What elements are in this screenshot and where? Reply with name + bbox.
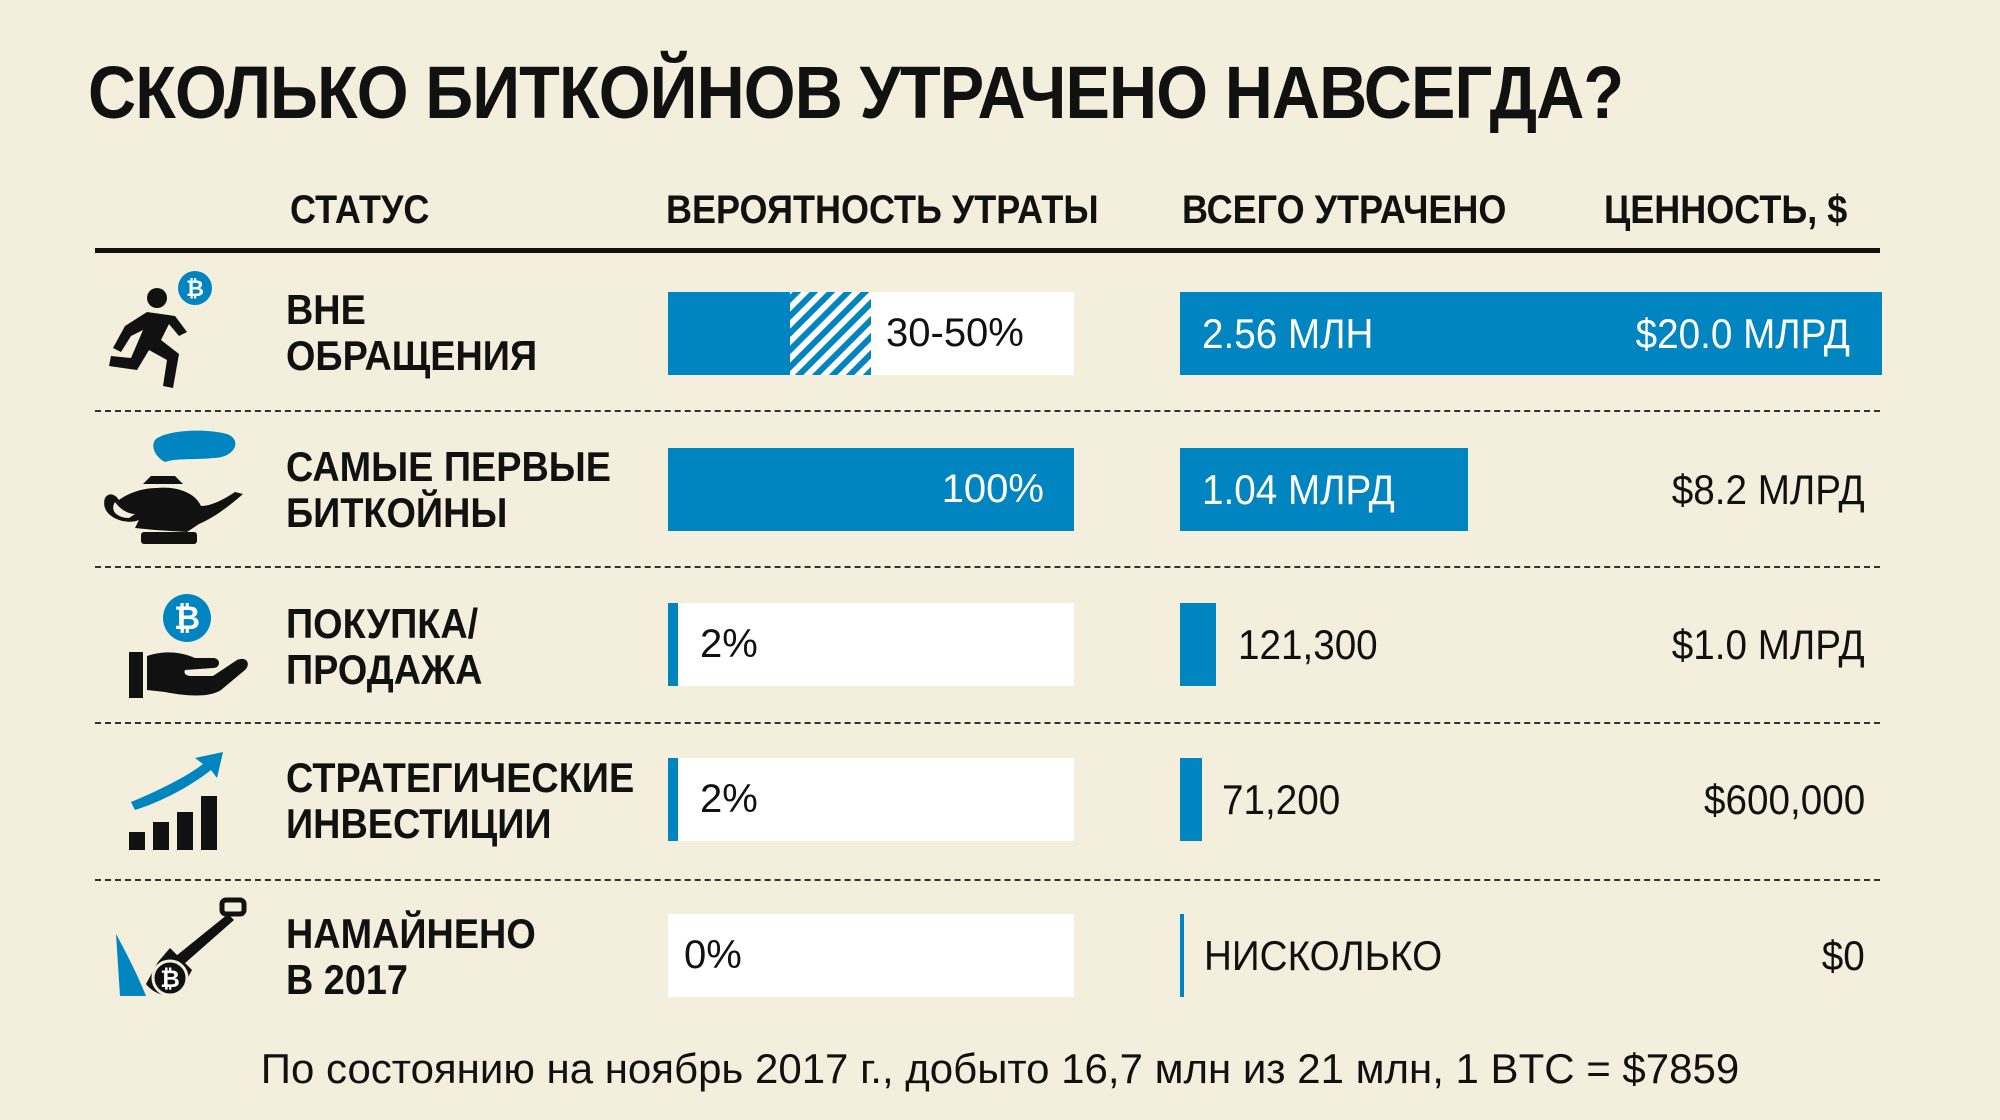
row-separator [95,566,1880,568]
total-lost-label: 71,200 [1222,776,1341,823]
page-title: СКОЛЬКО БИТКОЙНОВ УТРАЧЕНО НАВСЕГДА? [88,51,1624,134]
header-rule [95,248,1880,253]
total-lost-bar [1180,448,1468,531]
status-label: НАМАЙНЕНО В 2017 [286,910,536,1003]
total-lost-label: 121,300 [1238,621,1378,668]
total-lost-label: НИСКОЛЬКО [1204,932,1443,979]
column-header-total-lost: ВСЕГО УТРАЧЕНО [1182,188,1507,232]
total-lost-label: 1.04 МЛРД [1202,466,1395,513]
value-label: $20.0 МЛРД [1635,310,1850,357]
row-separator [95,722,1880,724]
svg-text:₿: ₿ [174,600,200,636]
status-label: САМЫЕ ПЕРВЫЕ БИТКОЙНЫ [286,443,611,536]
status-label: ПОКУПКА/ПРОДАЖА [286,600,483,693]
value-label: $8.2 МЛРД [1672,466,1865,513]
row-separator [95,879,1880,881]
column-header-value: ЦЕННОСТЬ, $ [1604,188,1848,232]
probability-bar [668,603,678,686]
probability-label: 100% [941,467,1044,511]
status-label: ВНЕ ОБРАЩЕНИЯ [286,286,538,379]
total-lost-bar [1180,603,1216,686]
hand-bitcoin-icon: ₿ [129,594,248,698]
probability-track: 30-50% [668,292,1074,375]
probability-track: 2% [668,603,1074,686]
probability-track: 2% [668,758,1074,841]
probability-label: 0% [684,933,742,977]
total-lost-bar [1180,292,1882,375]
footer-note: По состоянию на ноябрь 2017 г., добыто 1… [260,1045,1740,1092]
running-man-bitcoin-icon: ₿ [109,271,212,388]
probability-bar [668,448,1074,531]
probability-range-bar [789,292,871,375]
growth-chart-icon [129,752,223,850]
probability-label: 30-50% [886,311,1024,355]
row-separator [95,410,1880,412]
total-lost-bar [1180,758,1202,841]
column-header-status: СТАТУС [290,188,430,232]
total-lost-label: 2.56 МЛН [1202,310,1374,357]
value-label: $0 [1822,932,1865,979]
probability-label: 2% [700,777,758,821]
status-label: СТРАТЕГИЧЕСКИЕ ИНВЕСТИЦИИ [286,754,635,847]
column-header-probability: ВЕРОЯТНОСТЬ УТРАТЫ [666,188,1099,232]
value-label: $600,000 [1703,776,1865,823]
probability-track: 100% [668,448,1074,531]
probability-bar [668,292,790,375]
genie-lamp-icon [104,430,243,544]
svg-text:₿: ₿ [186,276,204,301]
total-lost-bar [1180,914,1184,997]
value-label: $1.0 МЛРД [1672,621,1865,668]
probability-label: 2% [700,622,758,666]
probability-track: 0% [668,914,1074,997]
probability-bar [668,758,678,841]
svg-text:₿: ₿ [160,966,180,993]
shovel-bitcoin-icon: ₿ [116,897,247,997]
